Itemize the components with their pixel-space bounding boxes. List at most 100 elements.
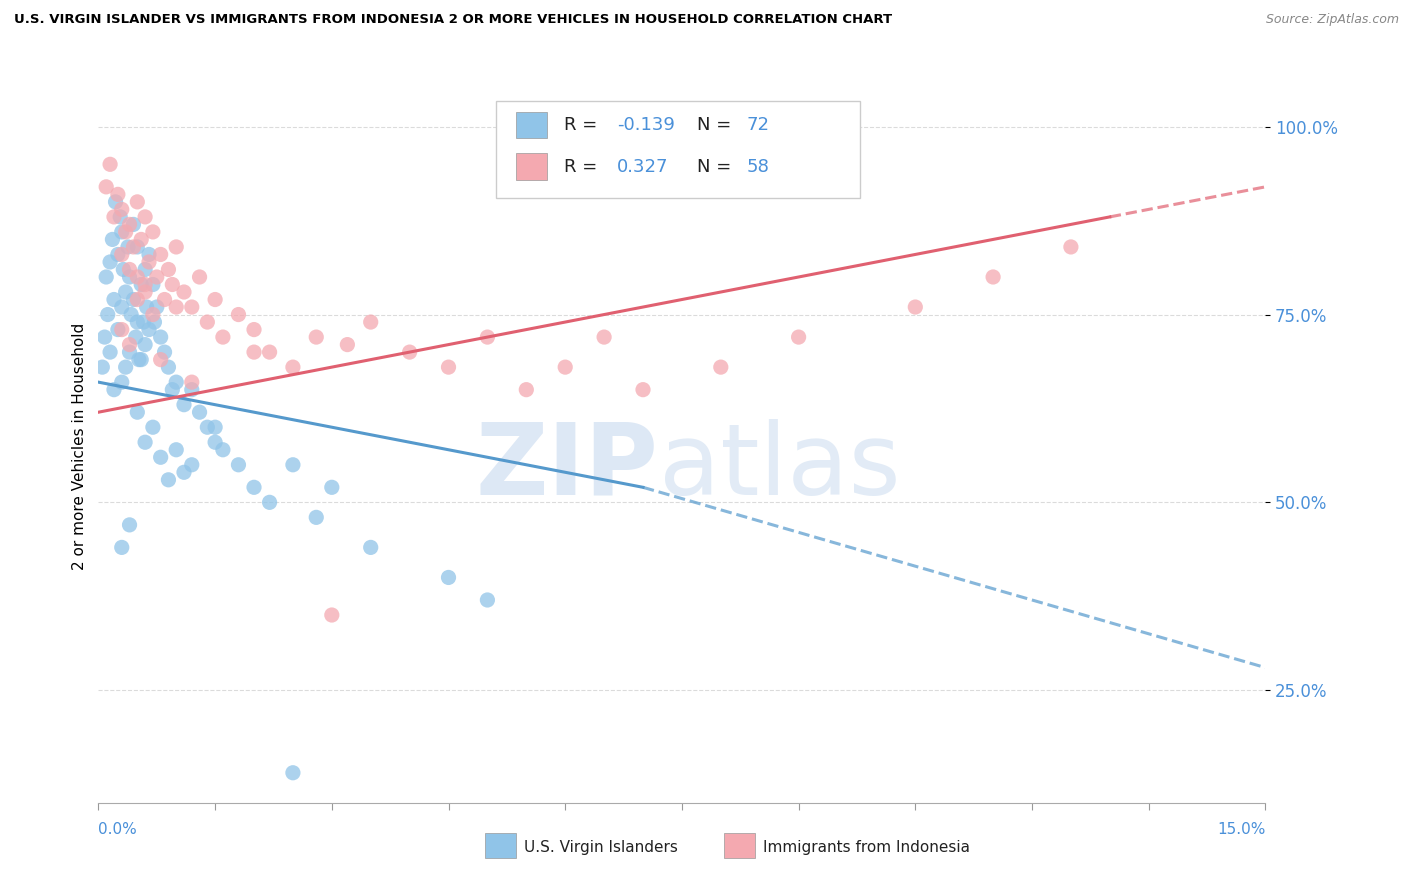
Point <box>157 360 180 375</box>
Point <box>204 420 226 434</box>
Point <box>114 285 136 299</box>
Point <box>360 315 382 329</box>
Point <box>142 308 165 322</box>
Point <box>162 383 184 397</box>
Point <box>134 262 156 277</box>
Text: Immigrants from Indonesia: Immigrants from Indonesia <box>763 839 970 855</box>
Point <box>111 202 134 217</box>
Point <box>118 218 141 232</box>
Point <box>108 210 131 224</box>
Point <box>134 285 156 299</box>
Point <box>173 398 195 412</box>
Text: 58: 58 <box>747 158 769 176</box>
Point <box>188 405 211 419</box>
Point <box>204 435 226 450</box>
Point <box>165 375 187 389</box>
Point <box>212 330 235 344</box>
Point <box>134 277 156 292</box>
Point <box>118 270 141 285</box>
Point <box>153 345 176 359</box>
Text: N =: N = <box>697 116 737 134</box>
Y-axis label: 2 or more Vehicles in Household: 2 or more Vehicles in Household <box>72 322 87 570</box>
Point <box>118 262 141 277</box>
Point <box>111 541 134 555</box>
Point <box>981 270 1004 285</box>
Point <box>127 194 149 209</box>
Text: 72: 72 <box>747 116 769 134</box>
Point <box>122 218 145 232</box>
Text: 0.327: 0.327 <box>617 158 669 176</box>
Point <box>93 330 115 344</box>
Point <box>1060 240 1083 254</box>
Point <box>103 383 125 397</box>
Point <box>157 262 180 277</box>
Point <box>259 495 281 509</box>
Point <box>127 270 149 285</box>
Point <box>180 383 202 397</box>
Point <box>710 360 733 375</box>
Point <box>165 240 187 254</box>
Text: R =: R = <box>564 158 609 176</box>
Text: 15.0%: 15.0% <box>1218 822 1265 837</box>
Point <box>143 315 166 329</box>
Point <box>195 420 218 434</box>
Point <box>204 293 226 307</box>
Point <box>554 360 576 375</box>
Point <box>180 375 202 389</box>
Point <box>101 232 124 246</box>
Point <box>112 262 135 277</box>
Point <box>243 345 266 359</box>
Point <box>138 255 160 269</box>
Point <box>111 375 134 389</box>
Point <box>122 240 145 254</box>
Point <box>142 225 165 239</box>
Text: Source: ZipAtlas.com: Source: ZipAtlas.com <box>1265 13 1399 27</box>
Point <box>904 300 927 314</box>
Text: ZIP: ZIP <box>475 419 658 516</box>
Point <box>134 210 156 224</box>
Point <box>129 277 152 292</box>
Point <box>188 270 211 285</box>
Point <box>97 308 120 322</box>
Point <box>437 360 460 375</box>
Point <box>111 225 134 239</box>
Point <box>120 308 142 322</box>
Point <box>129 352 152 367</box>
Point <box>114 225 136 239</box>
Point <box>281 458 304 472</box>
Point <box>117 240 139 254</box>
Point <box>228 308 250 322</box>
Point <box>146 300 169 314</box>
Point <box>631 383 654 397</box>
Point <box>146 270 169 285</box>
Point <box>111 247 134 261</box>
Text: 0.0%: 0.0% <box>98 822 138 837</box>
Point <box>149 352 172 367</box>
Point <box>165 442 187 457</box>
Point <box>180 458 202 472</box>
Point <box>259 345 281 359</box>
Point <box>173 285 195 299</box>
Point <box>104 194 127 209</box>
Text: U.S. Virgin Islanders: U.S. Virgin Islanders <box>524 839 678 855</box>
Point <box>134 435 156 450</box>
Point <box>149 450 172 465</box>
Point <box>128 352 150 367</box>
Point <box>228 458 250 472</box>
Point <box>127 240 149 254</box>
Point <box>107 187 129 202</box>
Point <box>118 337 141 351</box>
Point <box>787 330 810 344</box>
Point <box>138 247 160 261</box>
Point <box>243 322 266 336</box>
Point <box>477 593 499 607</box>
Point <box>103 293 125 307</box>
Text: -0.139: -0.139 <box>617 116 675 134</box>
Point <box>98 255 121 269</box>
Text: atlas: atlas <box>658 419 900 516</box>
Point <box>515 383 537 397</box>
Point <box>180 300 202 314</box>
Point <box>336 337 359 351</box>
Point <box>437 570 460 584</box>
Point <box>125 330 148 344</box>
